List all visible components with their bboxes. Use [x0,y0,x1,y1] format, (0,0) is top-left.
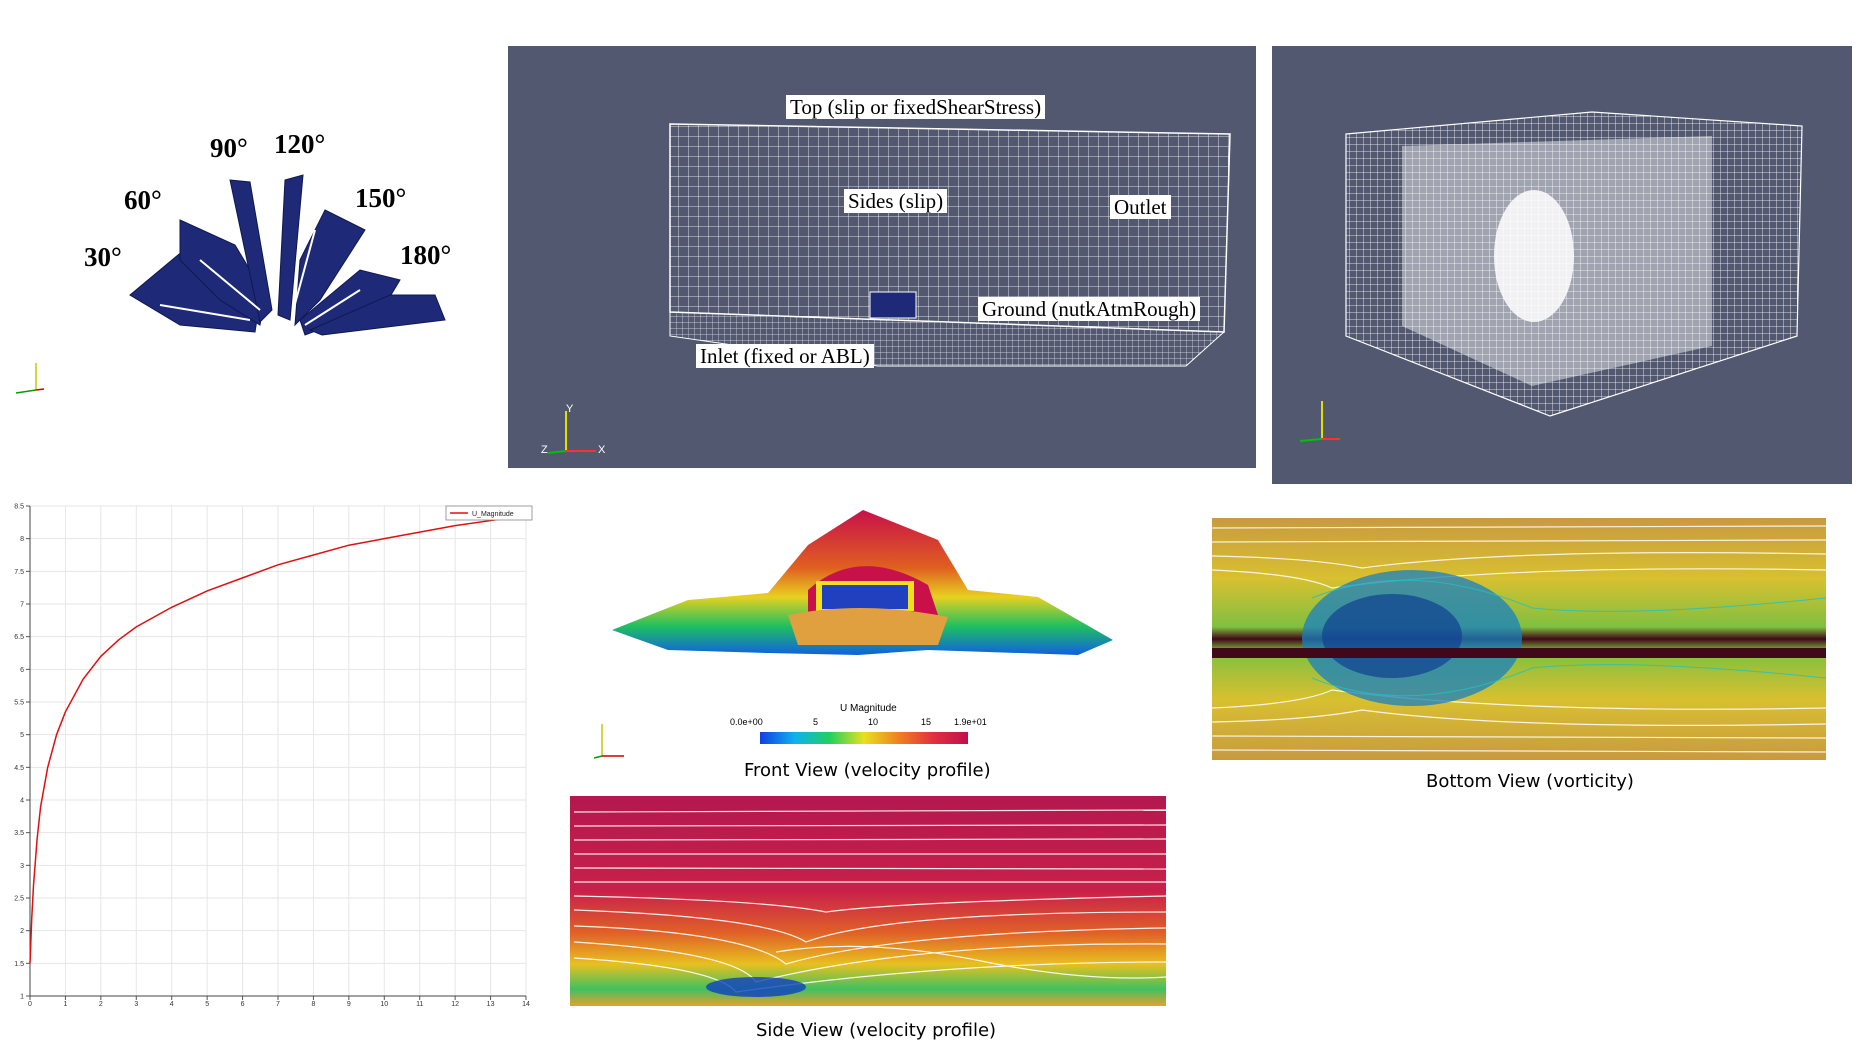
refined-mesh-panel [1272,46,1852,484]
y-tick-label: 1.5 [14,961,24,968]
profile-plot-svg: 0 1 2 3 4 5 6 7 8 9 10 11 12 13 1411.522.533.544.555.5… [14,504,533,1008]
angle-label-30: 30° [84,242,122,272]
bottom-view-render [1211,518,1827,762]
y-tick-label: 2 [20,928,24,935]
ground-boundary-label: Ground (nutkAtmRough) [978,297,1201,321]
x-tick-label: 5 [205,1001,209,1008]
x-tick-label: 8 [311,1001,315,1008]
axes-triad-icon [15,363,45,394]
x-tick-label: 9 [347,1001,351,1008]
y-tick-label: 6 [20,667,24,674]
x-tick-label: 7 [276,1001,280,1008]
y-tick-label: 7.5 [14,569,24,576]
y-tick-label: 1 [20,994,24,1001]
side-view-render [566,792,1182,1012]
y-tick-label: 3.5 [14,830,24,837]
inlet-boundary-label: Inlet (fixed or ABL) [696,344,874,368]
front-view-caption: Front View (velocity profile) [744,760,991,781]
legend-label: U_Magnitude [472,511,514,518]
y-tick-label: 4.5 [14,765,24,772]
axes-triad-icon [593,724,624,759]
top-boundary-label: Top (slip or fixedShearStress) [786,95,1046,119]
x-tick-label: 14 [522,1001,530,1008]
fan-graphic [129,174,446,336]
x-tick-label: 6 [241,1001,245,1008]
colorbar-tick-0: 0.0e+00 [730,717,763,727]
velocity-profile-chart: 0 1 2 3 4 5 6 7 8 9 10 11 12 13 14 1 1.5 2 2.5 3 3.5 4 4.5 5 5.5… [6,498,538,1008]
series-line-U_Magnitude [29,518,502,964]
colorbar-tick-1: 5 [813,717,819,727]
bottom-view-caption: Bottom View (vorticity) [1426,771,1634,792]
axis-x-label: X [598,444,606,456]
front-view-shape [612,510,1113,655]
x-tick-label: 3 [134,1001,138,1008]
angle-label-180: 180° [400,240,452,270]
y-tick-label: 6.5 [14,634,24,641]
bottom-view-streamlines [1211,518,1827,760]
axis-z-label: Z [541,444,548,456]
y-tick-label: 2.5 [14,896,24,903]
angle-label-60: 60° [124,185,162,215]
axes-triad-icon [547,411,596,454]
outlet-boundary-label: Outlet [1110,195,1171,219]
colorbar-tick-3: 15 [921,717,932,727]
axis-y-label: Y [566,403,574,415]
angle-label-150: 150° [355,183,407,213]
colorbar-title: U Magnitude [840,703,897,714]
x-tick-label: 4 [170,1001,174,1008]
sides-boundary-label: Sides (slip) [844,189,948,213]
y-tick-label: 5 [20,732,24,739]
y-tick-label: 4 [20,798,24,805]
refined-mesh [1345,111,1803,417]
x-tick-label: 12 [451,1001,459,1008]
x-tick-label: 11 [416,1001,423,1008]
y-tick-label: 8 [20,536,24,543]
side-view-caption: Side View (velocity profile) [756,1020,997,1041]
axes-triad-icon [1299,401,1340,442]
velocity-colorbar: U Magnitude 0.0e+00 5 10 15 1.9e+01 [730,700,987,752]
x-tick-label: 2 [99,1001,103,1008]
y-tick-label: 3 [20,863,24,870]
colorbar-tick-2: 10 [868,717,879,727]
colorbar-tick-4: 1.9e+01 [954,717,987,727]
y-tick-label: 7 [20,602,24,609]
colorbar-gradient [760,732,968,744]
x-tick-label: 1 [63,1001,67,1008]
x-tick-label: 0 [28,1001,32,1008]
front-view-render [608,505,1118,665]
angle-label-90: 90° [210,133,248,163]
angle-label-120: 120° [274,129,326,159]
legend-box [445,505,533,521]
domain-mesh-panel: Top (slip or fixedShearStress) Sides (sl… [508,46,1256,468]
roof-angle-fan: 30° 60° 90° 120° 150° 180° [60,110,490,370]
x-tick-label: 13 [487,1001,495,1008]
y-tick-label: 8.5 [14,504,24,511]
side-view-streamlines [570,796,1167,1006]
y-tick-label: 5.5 [14,700,24,707]
x-tick-label: 10 [380,1001,388,1008]
